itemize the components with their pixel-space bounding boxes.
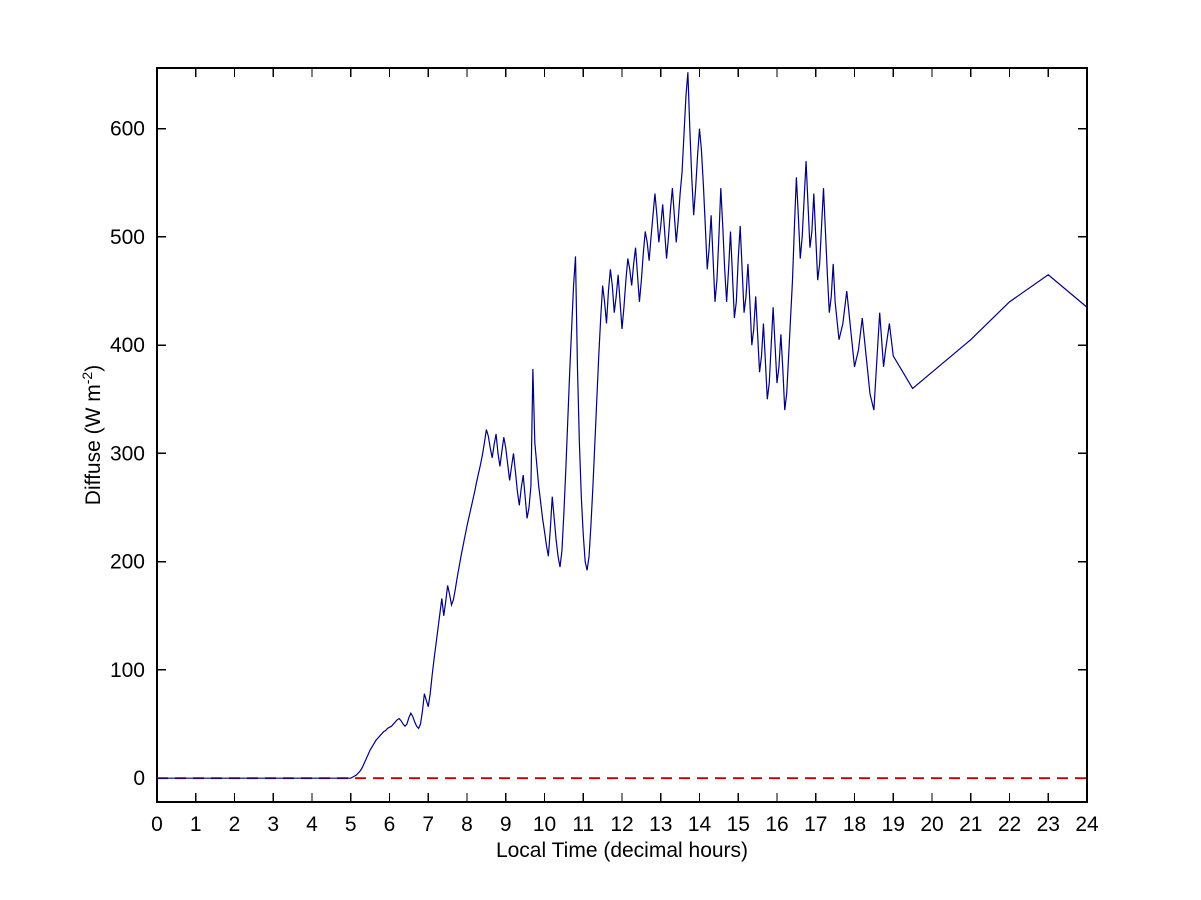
x-tick-label-13: 13 <box>649 813 672 836</box>
x-tick-label-14: 14 <box>688 813 712 836</box>
y-tick-label-200: 200 <box>110 551 145 574</box>
x-tick-label-20: 20 <box>920 813 943 836</box>
x-tick-label-21: 21 <box>959 813 982 836</box>
x-tick-label-8: 8 <box>461 813 473 836</box>
x-axis-ticks <box>156 68 1088 802</box>
x-tick-label-24: 24 <box>1075 813 1099 836</box>
x-tick-label-3: 3 <box>267 813 279 836</box>
plot-axes-box <box>156 67 1088 803</box>
y-tick-label-400: 400 <box>110 334 145 357</box>
y-axis-tick-labels: 0 100 200 300 400 500 600 <box>110 118 145 791</box>
x-axis-tick-labels: 0 1 2 3 4 5 6 7 8 9 10 11 12 13 14 15 16 17 18 19 20 21 22 23 24 <box>151 813 1099 836</box>
y-axis-ticks <box>157 127 1087 779</box>
x-tick-label-0: 0 <box>151 813 163 836</box>
x-axis-title: Local Time (decimal hours) <box>496 839 748 862</box>
y-axis-title-tail: ) <box>82 365 105 372</box>
y-tick-label-100: 100 <box>110 659 145 682</box>
x-tick-label-22: 22 <box>998 813 1021 836</box>
y-tick-label-0: 0 <box>133 767 145 790</box>
y-axis-title-main: Diffuse (W m <box>82 384 105 505</box>
x-tick-label-17: 17 <box>804 813 827 836</box>
x-tick-label-23: 23 <box>1037 813 1060 836</box>
x-tick-label-5: 5 <box>345 813 357 836</box>
y-tick-label-500: 500 <box>110 226 145 249</box>
x-tick-label-4: 4 <box>306 813 318 836</box>
x-tick-label-1: 1 <box>190 813 202 836</box>
y-tick-label-300: 300 <box>110 442 145 465</box>
y-axis-title: Diffuse (W m-2) <box>79 365 105 505</box>
x-tick-label-15: 15 <box>727 813 750 836</box>
x-tick-label-11: 11 <box>572 813 594 836</box>
x-tick-label-6: 6 <box>384 813 396 836</box>
data-series-group <box>157 72 1088 779</box>
x-tick-label-18: 18 <box>843 813 866 836</box>
x-tick-label-12: 12 <box>610 813 633 836</box>
x-tick-label-7: 7 <box>422 813 434 836</box>
x-tick-label-9: 9 <box>500 813 512 836</box>
x-tick-label-10: 10 <box>533 813 556 836</box>
y-axis-title-text: Diffuse (W m-2) <box>79 365 105 505</box>
x-tick-label-2: 2 <box>229 813 241 836</box>
y-tick-label-600: 600 <box>110 118 145 141</box>
series-path-0 <box>157 72 1088 779</box>
x-tick-label-16: 16 <box>765 813 788 836</box>
x-tick-label-19: 19 <box>882 813 905 836</box>
y-axis-title-superscript: -2 <box>79 372 95 385</box>
